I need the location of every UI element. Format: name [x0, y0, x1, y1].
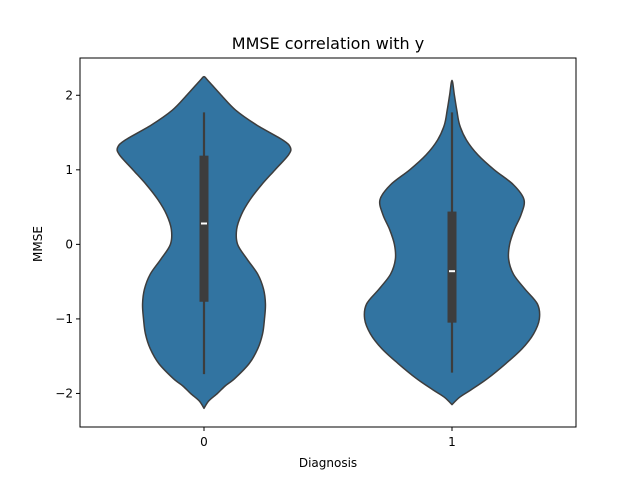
y-tick-label: 2 [65, 88, 73, 102]
violin-0 [116, 75, 292, 410]
violin-1 [363, 79, 541, 406]
y-tick-label: −1 [55, 312, 73, 326]
plot-frame [79, 57, 577, 428]
y-tick-label: −2 [55, 386, 73, 400]
y-axis-label: MMSE [31, 226, 45, 262]
violin-iqr-box [447, 211, 457, 323]
y-tick-label: 0 [65, 237, 73, 251]
axes: −2 −1 0 1 2 0 1 [55, 88, 456, 449]
x-tick-label: 1 [448, 435, 456, 449]
chart-title: MMSE correlation with y [232, 34, 424, 53]
violin-iqr-box [199, 155, 209, 302]
violin-layer [116, 75, 541, 410]
y-tick-label: 1 [65, 163, 73, 177]
x-tick-label: 0 [200, 435, 208, 449]
x-axis-label: Diagnosis [299, 456, 357, 470]
